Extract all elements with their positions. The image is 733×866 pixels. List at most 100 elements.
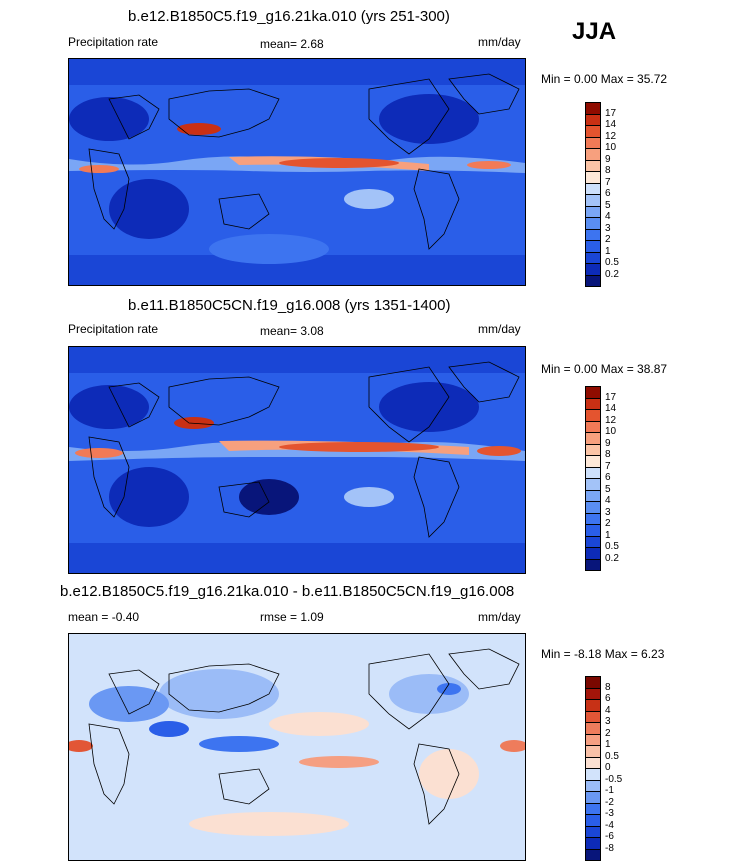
panel-3-colorbar-label: -3	[605, 808, 614, 819]
panel-3-colorbar-box	[585, 791, 601, 804]
panel-2-colorbar-box	[585, 386, 601, 399]
panel-2-colorbar-box	[585, 409, 601, 422]
panel-1-minmax: Min = 0.00 Max = 35.72	[541, 72, 668, 86]
panel-2-colorbar-label: 0.2	[605, 552, 619, 564]
panel-2-colorbar-box	[585, 501, 601, 514]
panel-3-colorbar-label: -1	[605, 785, 614, 796]
panel-1-colorbar-box	[585, 171, 601, 184]
panel-3-colorbar-label: 8	[605, 681, 611, 693]
panel-3-map	[68, 633, 526, 861]
panel-3-colorbar-box	[585, 768, 601, 781]
panel-1-colorbar-box	[585, 240, 601, 253]
panel-2-colorbar-label: 0.5	[605, 541, 619, 552]
panel-3-colorbar-box	[585, 733, 601, 746]
panel-1-colorbar-label: 5	[605, 199, 611, 211]
panel-1-colorbar-label: 0.2	[605, 268, 619, 280]
panel-2-colorbar-label: 8	[605, 449, 611, 460]
panel-3-title: b.e12.B1850C5.f19_g16.21ka.010 - b.e11.B…	[60, 583, 515, 600]
panel-1-colorbar-box	[585, 251, 601, 264]
panel-1-colorbar-box	[585, 102, 601, 115]
panel-1-colorbar-box	[585, 205, 601, 218]
panel-3-colorbar-box	[585, 676, 601, 689]
panel-1-title: b.e12.B1850C5.f19_g16.21ka.010 (yrs 251-…	[128, 8, 450, 25]
panel-3-minmax: Min = -8.18 Max = 6.23	[541, 647, 665, 661]
panel-3-colorbar-label: 3	[605, 716, 611, 727]
panel-1-colorbar-box	[585, 148, 601, 161]
panel-3-colorbar-box	[585, 779, 601, 792]
panel-2-colorbar-box	[585, 466, 601, 479]
panel-1-colorbar-label: 7	[605, 176, 611, 188]
panel-1-colorbar-box	[585, 217, 601, 230]
panel-3-colorbar-label: 0.5	[605, 750, 619, 762]
panel-3-colorbar-box	[585, 699, 601, 712]
panel-1-map	[68, 58, 526, 286]
panel-1-map-svg	[69, 59, 525, 285]
panel-3-colorbar-box	[585, 848, 601, 861]
panel-2-mean: mean= 3.08	[260, 324, 324, 338]
panel-1-colorbar-label: 1	[605, 245, 611, 257]
panel-2-colorbar-box	[585, 558, 601, 571]
panel-3-rmse: rmse = 1.09	[260, 610, 324, 624]
panel-3-mean: mean = -0.40	[68, 610, 140, 624]
panel-1-variable-label: Precipitation rate	[68, 35, 159, 49]
panel-1-colorbar-label: 12	[605, 130, 617, 142]
panel-2-colorbar-box	[585, 512, 601, 525]
panel-2-colorbar-box	[585, 535, 601, 548]
panel-1-colorbar: 0.2 0.5 1 2 3 4 5 6 7 8 9 10 12 14 17	[585, 102, 695, 287]
panel-1-colorbar-label: 6	[605, 188, 611, 199]
panel-2-colorbar-box	[585, 524, 601, 537]
panel-1-colorbar-label: 17	[605, 107, 617, 119]
panel-2-colorbar-label: 17	[605, 391, 617, 403]
panel-2-colorbar-box	[585, 455, 601, 468]
panel-2-map	[68, 346, 526, 574]
panel-2-colorbar-box	[585, 397, 601, 410]
panel-1-colorbar-label: 2	[605, 234, 611, 245]
panel-3-colorbar-box	[585, 825, 601, 838]
panel-3-colorbar-box	[585, 837, 601, 850]
panel-3-colorbar-label: -4	[605, 819, 614, 831]
panel-2-colorbar-label: 2	[605, 518, 611, 529]
panel-1-colorbar-label: 10	[605, 142, 617, 153]
panel-2-colorbar-box	[585, 547, 601, 560]
panel-2-colorbar-box	[585, 420, 601, 433]
panel-2-colorbar-label: 6	[605, 472, 611, 483]
panel-2-colorbar-label: 3	[605, 506, 611, 518]
panel-2-colorbar-label: 4	[605, 495, 611, 506]
panel-2-colorbar-label: 5	[605, 483, 611, 495]
panel-1-colorbar-box	[585, 113, 601, 126]
panel-2-colorbar-box	[585, 489, 601, 502]
panel-3-colorbar-box	[585, 687, 601, 700]
panel-3-colorbar-label: -0.5	[605, 773, 623, 785]
panel-1-units: mm/day	[478, 35, 521, 49]
panel-3-colorbar-box	[585, 756, 601, 769]
panel-3-colorbar-box	[585, 802, 601, 815]
panel-2-title: b.e11.B1850C5CN.f19_g16.008 (yrs 1351-14…	[128, 297, 451, 314]
panel-1-colorbar-box	[585, 182, 601, 195]
panel-1-mean: mean= 2.68	[260, 37, 324, 51]
panel-3-colorbar-box	[585, 722, 601, 735]
panel-3-colorbar-label: 1	[605, 739, 611, 750]
panel-2-colorbar-label: 12	[605, 414, 617, 426]
panel-2-colorbar-label: 7	[605, 460, 611, 472]
panel-3-colorbar-label: -6	[605, 831, 614, 842]
panel-1-colorbar-box	[585, 263, 601, 276]
panel-3-units: mm/day	[478, 610, 521, 624]
panel-1-colorbar-box	[585, 274, 601, 287]
panel-2-colorbar-box	[585, 432, 601, 445]
panel-1-colorbar-label: 8	[605, 165, 611, 176]
panel-3-colorbar: -8 -6 -4 -3 -2 -1 -0.5 0 0.5 1 2 3 4 6 8	[585, 676, 695, 861]
panel-2-map-svg	[69, 347, 525, 573]
panel-3-colorbar-box	[585, 710, 601, 723]
panel-1-colorbar-label: 0.5	[605, 257, 619, 268]
panel-3-colorbar-label: 2	[605, 727, 611, 739]
season-label: JJA	[572, 18, 617, 45]
panel-1-colorbar-box	[585, 228, 601, 241]
panel-2-minmax: Min = 0.00 Max = 38.87	[541, 362, 668, 376]
panel-3-colorbar-box	[585, 814, 601, 827]
panel-2-colorbar: 0.2 0.5 1 2 3 4 5 6 7 8 9 10 12 14 17	[585, 386, 695, 571]
panel-1-colorbar-label: 4	[605, 211, 611, 222]
panel-2-colorbar-box	[585, 478, 601, 491]
panel-3-colorbar-label: 4	[605, 704, 611, 716]
panel-3-colorbar-label: -2	[605, 796, 614, 808]
panel-2-colorbar-label: 1	[605, 529, 611, 541]
